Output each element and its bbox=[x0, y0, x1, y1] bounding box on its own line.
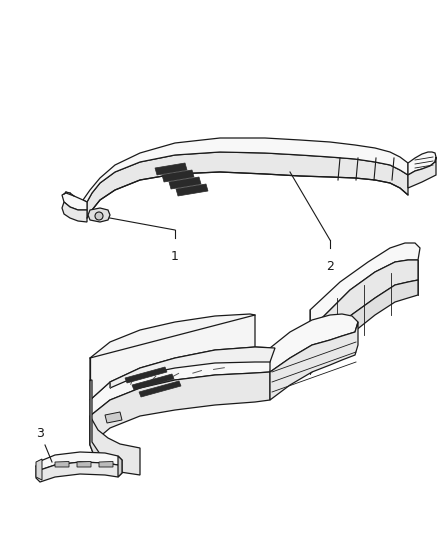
Polygon shape bbox=[162, 170, 194, 182]
Polygon shape bbox=[99, 462, 113, 467]
Polygon shape bbox=[408, 152, 436, 175]
Polygon shape bbox=[310, 280, 418, 374]
Polygon shape bbox=[310, 243, 420, 328]
Polygon shape bbox=[110, 347, 275, 388]
Polygon shape bbox=[90, 314, 255, 400]
Polygon shape bbox=[90, 347, 275, 416]
Polygon shape bbox=[90, 380, 108, 466]
Polygon shape bbox=[77, 462, 91, 467]
Polygon shape bbox=[90, 372, 270, 445]
Polygon shape bbox=[62, 193, 87, 210]
Text: 3: 3 bbox=[36, 427, 44, 440]
Polygon shape bbox=[132, 374, 174, 390]
Text: 2: 2 bbox=[326, 260, 334, 273]
Polygon shape bbox=[270, 314, 358, 372]
Polygon shape bbox=[105, 412, 122, 423]
Polygon shape bbox=[125, 367, 167, 383]
Polygon shape bbox=[36, 460, 122, 482]
Circle shape bbox=[95, 212, 103, 220]
Polygon shape bbox=[62, 202, 87, 222]
Polygon shape bbox=[55, 462, 69, 467]
Polygon shape bbox=[169, 177, 201, 189]
Polygon shape bbox=[310, 260, 418, 356]
Polygon shape bbox=[83, 138, 408, 202]
Polygon shape bbox=[88, 208, 110, 222]
Polygon shape bbox=[118, 456, 122, 477]
Polygon shape bbox=[270, 322, 358, 400]
Text: 1: 1 bbox=[171, 250, 179, 263]
Polygon shape bbox=[36, 452, 122, 470]
Polygon shape bbox=[176, 184, 208, 196]
Polygon shape bbox=[408, 157, 436, 188]
Polygon shape bbox=[90, 416, 140, 475]
Polygon shape bbox=[36, 459, 42, 480]
Polygon shape bbox=[139, 381, 181, 397]
Polygon shape bbox=[155, 163, 187, 175]
Polygon shape bbox=[87, 152, 408, 218]
